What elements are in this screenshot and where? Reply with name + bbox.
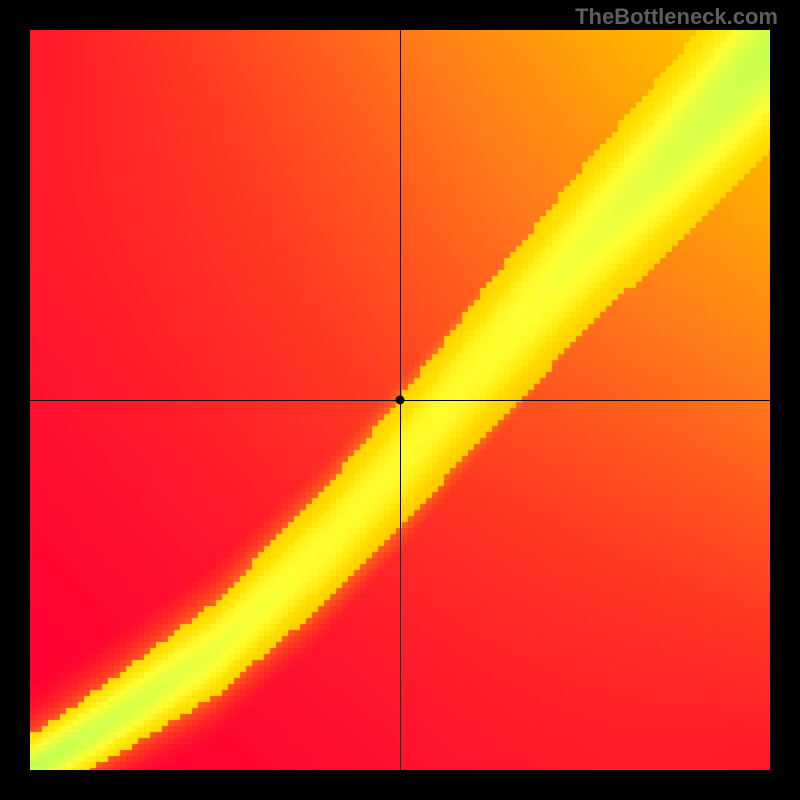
chart-container: { "watermark": { "text": "TheBottleneck.… — [0, 0, 800, 800]
crosshair-marker — [396, 396, 405, 405]
heatmap-plot-area — [30, 30, 770, 770]
watermark-text: TheBottleneck.com — [575, 4, 778, 30]
